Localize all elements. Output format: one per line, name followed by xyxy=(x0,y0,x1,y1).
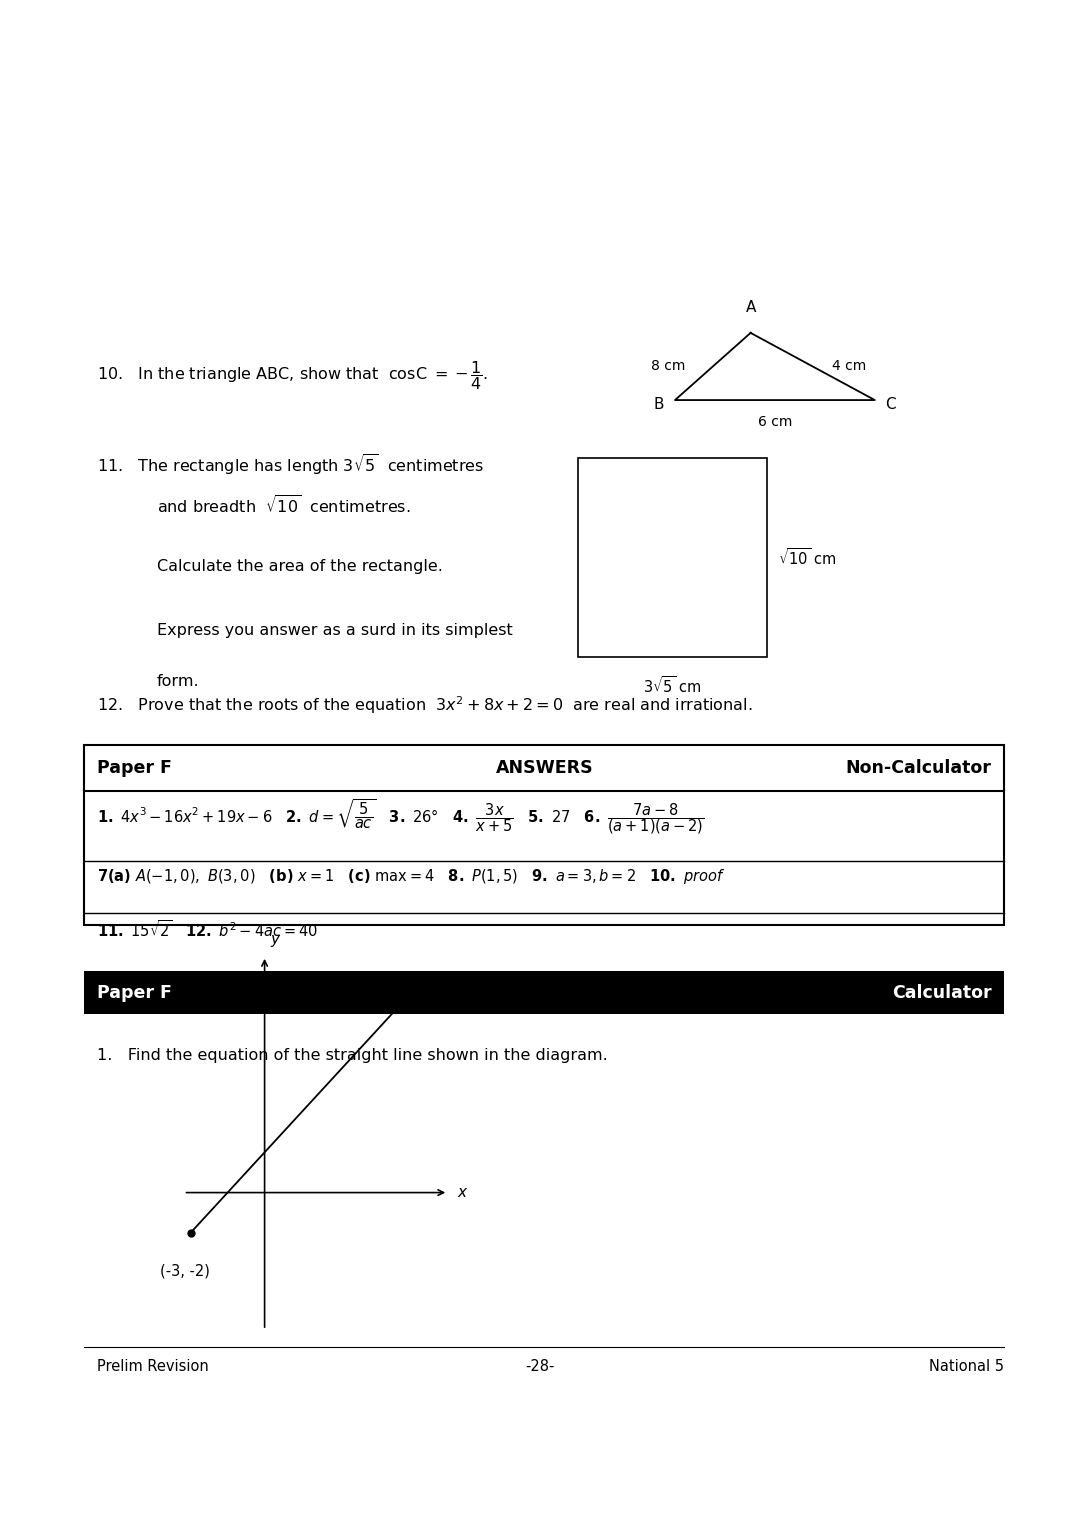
Text: and breadth  $\sqrt{10}$  centimetres.: and breadth $\sqrt{10}$ centimetres. xyxy=(157,495,410,516)
Text: -28-: -28- xyxy=(525,1359,555,1374)
Text: National 5: National 5 xyxy=(930,1359,1004,1374)
Text: $x$: $x$ xyxy=(457,1185,469,1200)
Text: Non-Calculator: Non-Calculator xyxy=(846,759,991,777)
Text: $\mathbf{1.}\ 4x^3-16x^2+19x-6\quad \mathbf{2.}\ d=\sqrt{\dfrac{5}{ac}}\quad \ma: $\mathbf{1.}\ 4x^3-16x^2+19x-6\quad \mat… xyxy=(97,797,704,835)
Text: $y$: $y$ xyxy=(270,933,282,948)
Text: Calculate the area of the rectangle.: Calculate the area of the rectangle. xyxy=(157,559,443,574)
Text: Paper F: Paper F xyxy=(97,759,172,777)
Text: Calculator: Calculator xyxy=(892,983,991,1002)
Text: Paper F: Paper F xyxy=(97,983,172,1002)
Text: 6 cm: 6 cm xyxy=(758,415,792,429)
Text: $\mathbf{11.}\ 15\sqrt{2}\quad \mathbf{12.}\ b^2-4ac=40$: $\mathbf{11.}\ 15\sqrt{2}\quad \mathbf{1… xyxy=(97,919,319,941)
Text: 12.   Prove that the roots of the equation  $3x^{2}+8x+2=0$  are real and irrati: 12. Prove that the roots of the equation… xyxy=(97,695,753,716)
Text: B: B xyxy=(653,397,664,412)
Bar xyxy=(578,458,767,657)
Text: form.: form. xyxy=(157,675,199,689)
Text: A: A xyxy=(745,299,756,315)
Text: 8 cm: 8 cm xyxy=(651,359,686,374)
Text: ANSWERS: ANSWERS xyxy=(496,759,593,777)
Text: $\sqrt{10}$ cm: $\sqrt{10}$ cm xyxy=(778,547,836,568)
Text: Express you answer as a surd in its simplest: Express you answer as a surd in its simp… xyxy=(157,623,512,638)
Text: 1.   Find the equation of the straight line shown in the diagram.: 1. Find the equation of the straight lin… xyxy=(97,1048,608,1063)
Text: $3\sqrt{5}$ cm: $3\sqrt{5}$ cm xyxy=(643,675,702,696)
Text: Prelim Revision: Prelim Revision xyxy=(97,1359,208,1374)
Bar xyxy=(84,971,1004,1014)
Bar xyxy=(84,745,1004,925)
Text: (-3, -2): (-3, -2) xyxy=(160,1263,211,1278)
Text: (6, 10): (6, 10) xyxy=(426,991,474,1006)
Text: $\mathbf{7(a)}\ A(-1,0),\ B(3,0)\quad \mathbf{(b)}\ x=1\quad \mathbf{(c)}\ \math: $\mathbf{7(a)}\ A(-1,0),\ B(3,0)\quad \m… xyxy=(97,867,726,886)
Text: 10.   In the triangle ABC, show that  cosC $= -\dfrac{1}{4}$.: 10. In the triangle ABC, show that cosC … xyxy=(97,359,488,392)
Text: 11.   The rectangle has length $3\sqrt{5}$  centimetres: 11. The rectangle has length $3\sqrt{5}$… xyxy=(97,452,484,476)
Text: 4 cm: 4 cm xyxy=(832,359,866,374)
Text: C: C xyxy=(886,397,896,412)
